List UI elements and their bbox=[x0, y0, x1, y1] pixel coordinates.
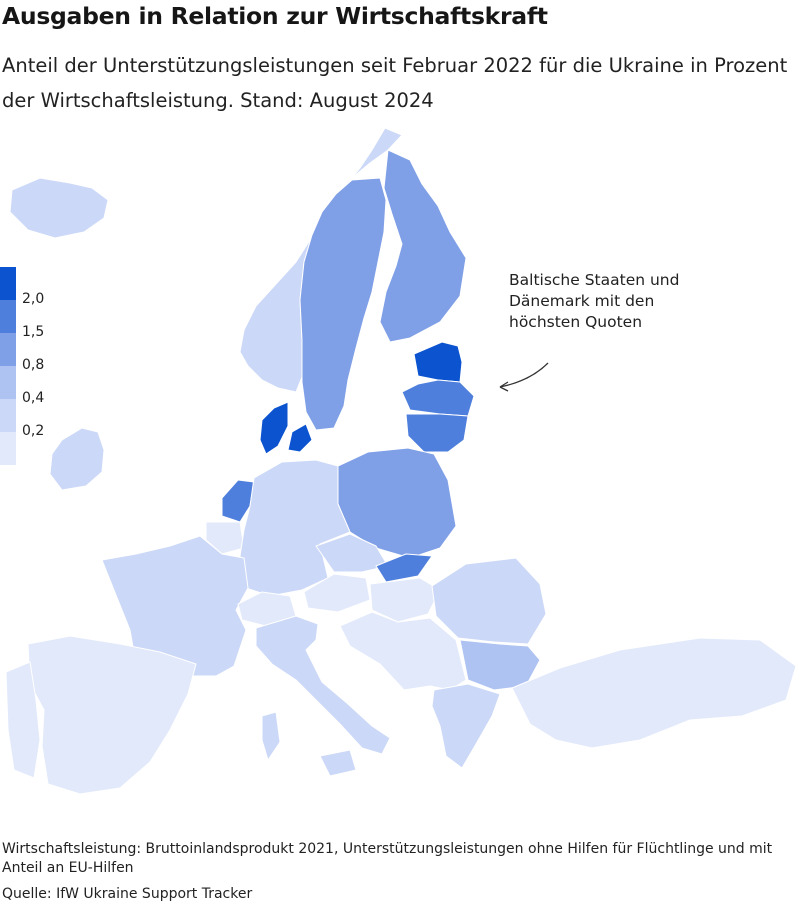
region-oesterreich bbox=[303, 573, 371, 613]
legend-swatch-highest bbox=[0, 267, 16, 300]
region-schweden bbox=[299, 177, 387, 431]
region-belgien bbox=[205, 521, 245, 555]
source-note: Quelle: IfW Ukraine Support Tracker bbox=[2, 886, 253, 902]
region-griechenland bbox=[431, 683, 501, 769]
legend-swatch-low bbox=[0, 366, 16, 399]
region-finnland bbox=[379, 149, 467, 343]
legend-tick-label: 0,4 bbox=[22, 390, 45, 406]
region-sizilien bbox=[319, 749, 357, 777]
annotation-arrow bbox=[499, 362, 549, 392]
legend-swatch-high bbox=[0, 300, 16, 333]
region-daenemark-inseln bbox=[287, 423, 313, 453]
region-tuerkei bbox=[511, 637, 797, 749]
footnote: Wirtschaftsleistung: Bruttoinlandsproduk… bbox=[2, 841, 773, 876]
region-balkan bbox=[339, 611, 467, 691]
legend-swatch-mid bbox=[0, 333, 16, 366]
region-rumaenien bbox=[431, 557, 547, 645]
region-estland bbox=[413, 341, 463, 383]
region-sardinien bbox=[261, 711, 281, 761]
region-bulgarien bbox=[459, 639, 541, 691]
legend-tick-label: 0,2 bbox=[22, 423, 45, 439]
legend-tick-label: 2,0 bbox=[22, 291, 45, 307]
region-lettland bbox=[401, 379, 475, 417]
region-island bbox=[9, 177, 109, 239]
region-slowakei bbox=[375, 553, 433, 583]
map-annotation: Baltische Staaten und Dänemark mit den h… bbox=[509, 271, 680, 331]
region-italien bbox=[255, 615, 391, 755]
region-portugal bbox=[5, 661, 41, 779]
legend-swatch-lower bbox=[0, 399, 16, 432]
region-ungarn bbox=[369, 577, 441, 623]
region-irland bbox=[49, 427, 105, 491]
europe-choropleth-map bbox=[5, 127, 797, 795]
region-daenemark bbox=[259, 401, 289, 455]
map-title: Ausgaben in Relation zur Wirtschaftskraf… bbox=[2, 2, 548, 30]
region-spanien bbox=[27, 635, 197, 795]
legend-tick-label: 0,8 bbox=[22, 357, 45, 373]
legend-swatch-lowest bbox=[0, 432, 16, 465]
region-litauen bbox=[405, 413, 469, 453]
map-subtitle: Anteil der Unterstützungsleistungen seit… bbox=[2, 54, 788, 112]
legend-tick-label: 1,5 bbox=[22, 324, 45, 340]
